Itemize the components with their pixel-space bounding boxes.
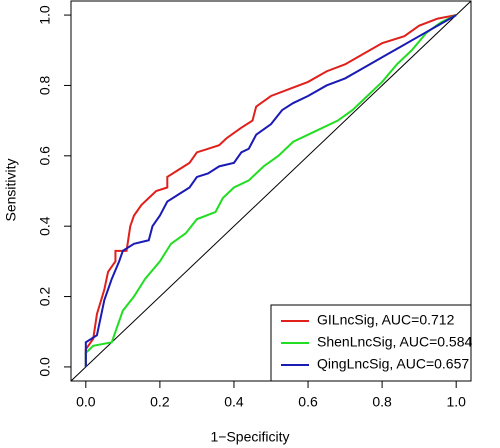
y-axis-label: Sensitivity xyxy=(3,158,19,221)
x-axis-label: 1−Specificity xyxy=(211,429,290,445)
roc-curve xyxy=(84,14,457,367)
x-tick-label: 0.6 xyxy=(298,394,318,410)
roc-curve xyxy=(84,14,457,367)
legend-label: ShenLncSig, AUC=0.584 xyxy=(317,334,472,350)
y-tick-label: 0.6 xyxy=(37,146,53,166)
x-tick-label: 0.4 xyxy=(224,394,244,410)
y-tick-label: 1.0 xyxy=(37,5,53,25)
y-tick-label: 0.2 xyxy=(37,287,53,307)
y-tick-label: 0.8 xyxy=(37,76,53,96)
legend-label: GILncSig, AUC=0.712 xyxy=(317,312,455,328)
roc-curve xyxy=(84,14,457,367)
y-tick-label: 0.0 xyxy=(37,357,53,377)
reference-line xyxy=(70,0,472,382)
x-tick-label: 0.8 xyxy=(372,394,392,410)
x-tick-label: 1.0 xyxy=(446,394,466,410)
legend-label: QingLncSig, AUC=0.657 xyxy=(317,356,469,372)
y-tick-label: 0.4 xyxy=(37,216,53,236)
x-tick-label: 0.0 xyxy=(76,394,96,410)
x-tick-label: 0.2 xyxy=(150,394,170,410)
